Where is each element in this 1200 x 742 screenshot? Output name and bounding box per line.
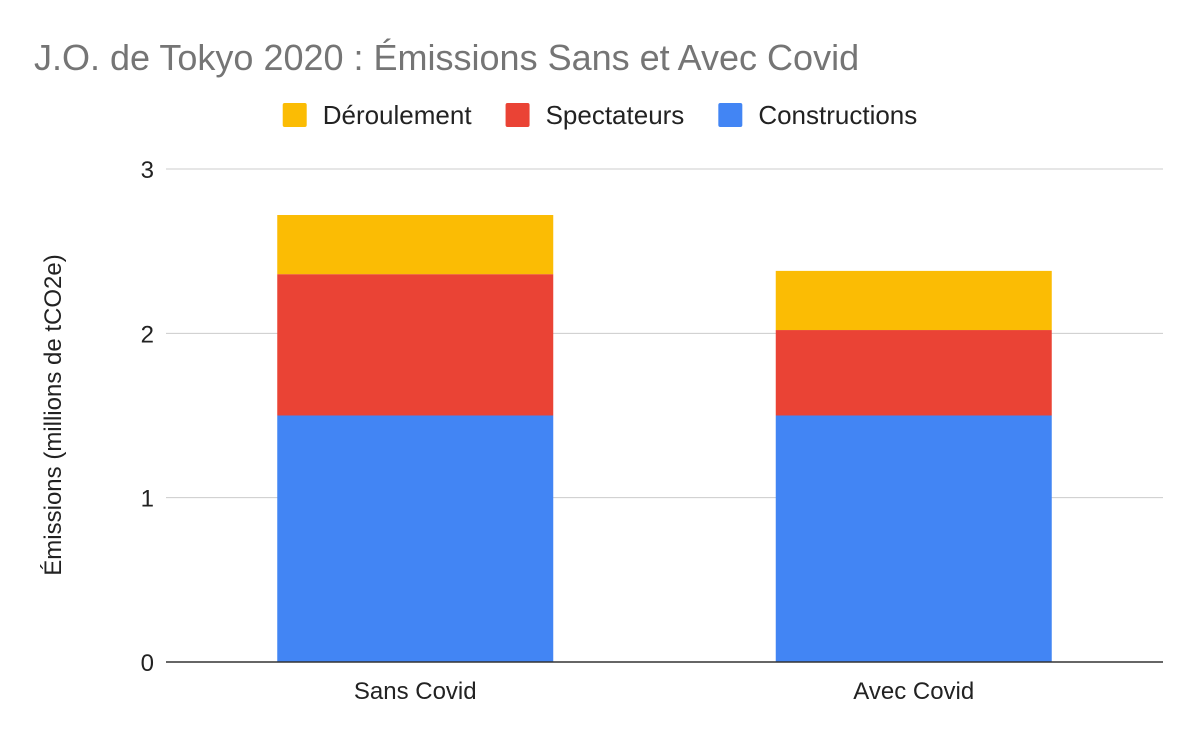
y-axis-ticks: 0 1 2 3 — [141, 157, 154, 677]
y-tick-label-2: 2 — [141, 321, 154, 348]
bar-d-roulement-sans-covid[interactable] — [277, 215, 554, 275]
bar-constructions-avec-covid[interactable] — [775, 415, 1052, 663]
legend-swatch — [718, 103, 743, 127]
bar-constructions-sans-covid[interactable] — [277, 415, 554, 663]
legend-label: Déroulement — [323, 100, 473, 130]
x-axis-ticks: Sans Covid Avec Covid — [354, 678, 974, 705]
bar-spectateurs-avec-covid[interactable] — [775, 330, 1052, 416]
x-tick-label-1: Avec Covid — [853, 678, 974, 705]
legend-item-spectateurs[interactable]: Spectateurs — [505, 100, 685, 130]
y-axis-label: Émissions (millions de tCO2e) — [40, 254, 67, 575]
legend-swatch — [282, 103, 307, 127]
bar-spectateurs-sans-covid[interactable] — [277, 274, 554, 416]
y-tick-label-3: 3 — [141, 157, 154, 184]
legend-swatch — [505, 103, 530, 127]
legend-item-constructions[interactable]: Constructions — [718, 100, 917, 130]
bars — [277, 215, 1052, 662]
bar-d-roulement-avec-covid[interactable] — [775, 270, 1052, 331]
chart-title: J.O. de Tokyo 2020 : Émissions Sans et A… — [34, 37, 859, 78]
legend-label: Constructions — [758, 100, 917, 130]
legend: Déroulement Spectateurs Constructions — [282, 100, 917, 130]
y-tick-label-0: 0 — [141, 650, 154, 677]
x-tick-label-0: Sans Covid — [354, 678, 477, 705]
legend-label: Spectateurs — [546, 100, 685, 130]
legend-item-d-roulement[interactable]: Déroulement — [282, 100, 473, 130]
y-tick-label-1: 1 — [141, 486, 154, 513]
